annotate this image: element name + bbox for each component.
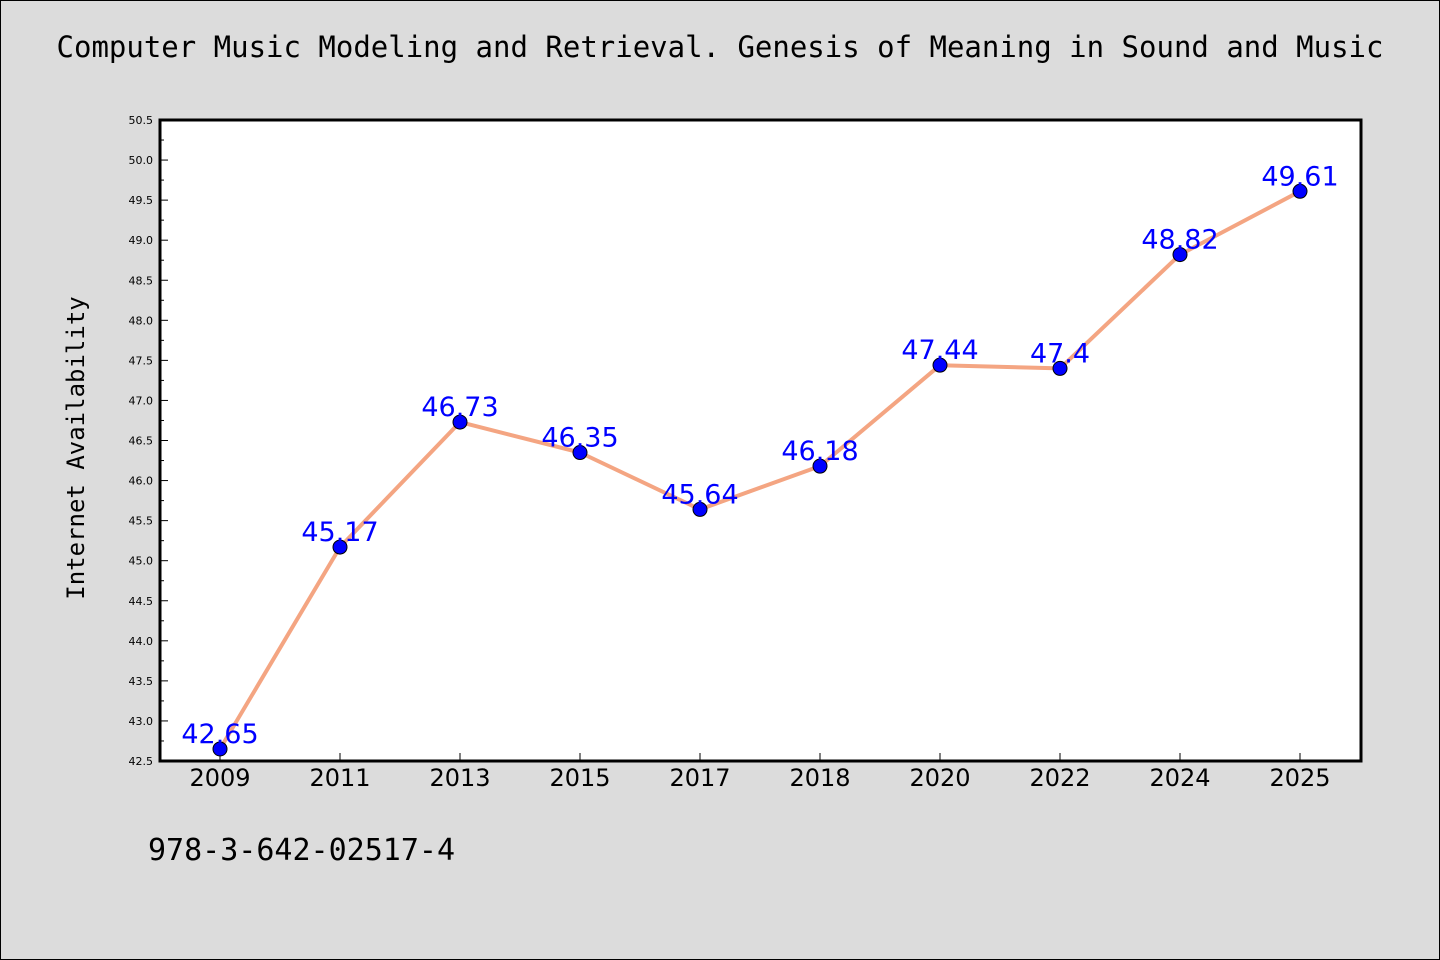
data-label: 46.73 [421,392,498,423]
y-tick-label: 50.0 [129,154,154,167]
data-label: 46.35 [541,423,618,454]
y-tick-label: 45.5 [129,515,154,528]
y-tick-label: 46.5 [129,435,154,448]
data-point [932,357,948,373]
isbn-label: 978-3-642-02517-4 [148,833,456,868]
data-point [692,501,708,517]
data-label: 45.64 [661,479,738,510]
y-tick-label: 48.0 [129,314,154,327]
plot-area [160,120,1361,761]
data-label: 45.17 [301,517,378,548]
data-label: 42.65 [181,719,258,750]
series-line [218,189,1301,751]
data-point [452,414,468,430]
y-tick-label: 43.0 [129,715,154,728]
data-point [212,741,228,757]
x-tick-label: 2018 [789,764,850,792]
x-tick-label: 2024 [1149,764,1210,792]
plot-border [158,118,1363,763]
data-label: 47.4 [1030,338,1090,369]
data-label: 49.61 [1261,161,1338,192]
x-tick-label: 2017 [669,764,730,792]
x-tick-label: 2009 [189,764,250,792]
data-point [1172,247,1188,263]
data-point [1052,360,1068,376]
x-tick-label: 2025 [1269,764,1330,792]
y-tick-label: 48.5 [129,274,154,287]
data-labels: 42.65 45.17 46.73 46.35 45.64 46.18 47.44 47.4 4… [181,161,1338,750]
y-tick-label: 44.5 [129,595,154,608]
x-tick-label: 2011 [309,764,370,792]
x-tick-label: 2015 [549,764,610,792]
x-tick-label: 2022 [1029,764,1090,792]
y-axis: 42.5 43.0 43.5 44.0 44.5 45.0 45.5 46.0 46.5 47.0… [129,114,168,768]
x-tick-label: 2013 [429,764,490,792]
y-tick-label: 45.0 [129,555,154,568]
y-tick-label: 50.5 [129,114,154,127]
data-label: 46.18 [781,436,858,467]
y-tick-label: 42.5 [129,755,154,768]
data-label: 48.82 [1141,225,1218,256]
data-label: 47.44 [901,335,978,366]
y-tick-label: 43.5 [129,675,154,688]
x-tick-label: 2020 [909,764,970,792]
y-axis-label: Internet Availability [62,296,90,599]
data-point [1292,183,1308,199]
y-tick-label: 44.0 [129,635,154,648]
y-tick-label: 49.0 [129,234,154,247]
data-markers [212,183,1308,757]
y-tick-label: 46.0 [129,475,154,488]
chart-title: Computer Music Modeling and Retrieval. G… [56,30,1384,64]
data-point [332,539,348,555]
x-axis: 2009 2011 2013 2015 2017 2018 2020 2022 2024 2025 [189,753,1331,792]
data-point [572,445,588,461]
y-tick-label: 49.5 [129,194,154,207]
data-point [812,458,828,474]
y-tick-label: 47.0 [129,394,154,407]
y-tick-label: 47.5 [129,354,154,367]
